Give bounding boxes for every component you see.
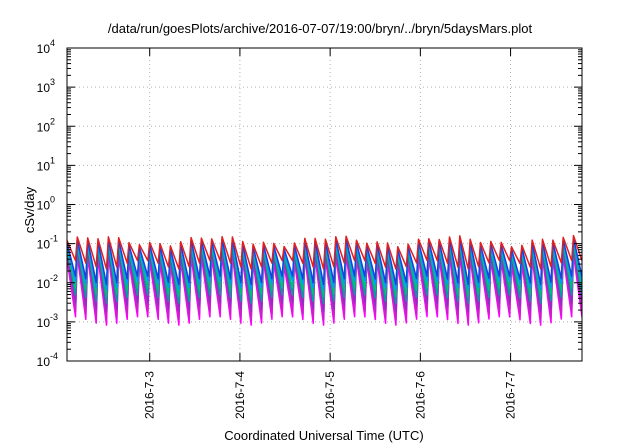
y-tick-exponent: -1 [50,234,58,244]
x-axis-label: Coordinated Universal Time (UTC) [224,428,423,443]
y-tick-exponent: 1 [50,155,55,165]
y-tick-exponent: -2 [50,273,58,283]
x-tick-label: 2016-7-3 [143,371,157,419]
y-tick-label: 10 [37,81,51,95]
x-tick-label: 2016-7-6 [413,371,427,419]
y-tick-label: 10 [37,355,51,369]
y-tick-label: 10 [37,199,51,213]
series-line [67,237,582,286]
y-tick-exponent: 0 [50,195,55,205]
y-tick-label: 10 [37,277,51,291]
y-tick-label: 10 [37,238,51,252]
series-line [67,234,582,270]
series-line [67,246,582,312]
y-tick-label: 10 [37,159,51,173]
y-tick-exponent: 4 [50,38,55,48]
y-tick-label: 10 [37,316,51,330]
y-tick-label: 10 [37,42,51,56]
y-tick-exponent: -3 [50,312,58,322]
x-tick-label: 2016-7-7 [504,371,518,419]
chart-title: /data/run/goesPlots/archive/2016-07-07/1… [108,21,533,36]
x-tick-label: 2016-7-4 [233,371,247,419]
x-axis: 2016-7-3 2016-7-4 2016-7-5 2016-7-6 2016-7-7 [143,48,518,419]
y-tick-exponent: 2 [50,116,55,126]
y-tick-exponent: -4 [50,351,58,361]
x-tick-label: 2016-7-5 [323,371,337,419]
series-lines [67,234,582,326]
y-axis-label: cSv/day [22,186,37,233]
y-tick-exponent: 3 [50,77,55,87]
y-tick-label: 10 [37,120,51,134]
